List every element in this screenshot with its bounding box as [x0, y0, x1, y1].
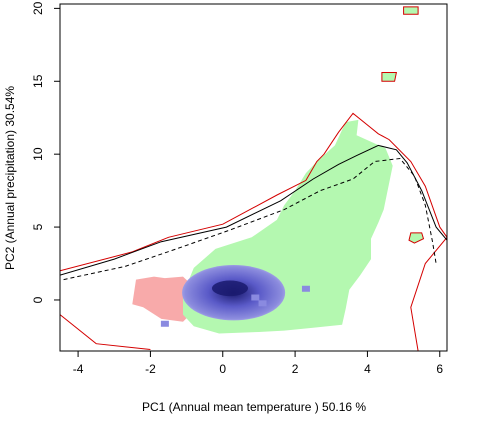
x-axis: -4 -2 0 2 4 6 [73, 351, 443, 376]
x-tick-label: 6 [436, 362, 443, 376]
y-tick-label: 10 [31, 147, 45, 161]
y-tick-label: 20 [31, 1, 45, 15]
y-axis: 0 5 10 15 20 [31, 1, 60, 303]
y-tick-label: 15 [31, 74, 45, 88]
x-tick-label: -4 [73, 362, 84, 376]
black-contour-dashed [63, 157, 437, 281]
red-contour [60, 112, 447, 351]
plot-area [59, 3, 448, 352]
y-tick-label: 5 [31, 223, 45, 230]
blue-core [211, 280, 249, 297]
y-axis-title: PC2 (Annual precipitation) 30.54% [3, 86, 17, 270]
plot-contents [60, 6, 447, 351]
y-tick-label: 0 [31, 296, 45, 303]
blue-speck [251, 294, 260, 301]
green-island [381, 72, 398, 82]
red-contour-lower [60, 270, 151, 350]
green-island [408, 232, 425, 244]
pink-region [132, 276, 198, 322]
blue-speck [258, 300, 267, 307]
x-tick-label: 0 [219, 362, 226, 376]
x-tick-label: 4 [364, 362, 371, 376]
blue-speck [301, 285, 310, 292]
x-axis-title: PC1 (Annual mean temperature ) 50.16 % [142, 400, 366, 414]
black-contour [60, 144, 447, 276]
plot-frame [59, 3, 448, 352]
x-tick-label: -2 [145, 362, 156, 376]
blue-speck [160, 320, 169, 327]
x-tick-label: 2 [292, 362, 299, 376]
green-island [403, 6, 419, 15]
